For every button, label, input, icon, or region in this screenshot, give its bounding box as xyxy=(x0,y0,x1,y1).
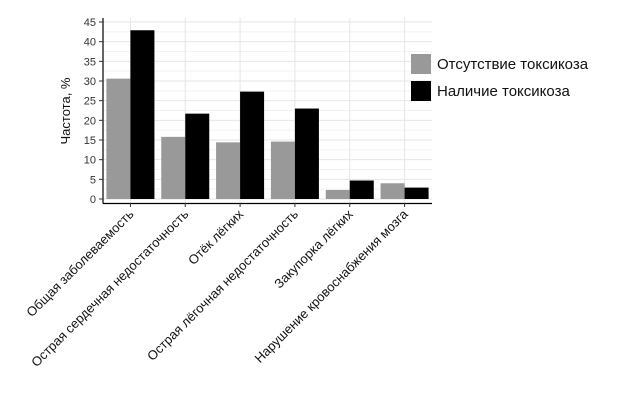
x-tick-label: Общая заболеваемость xyxy=(23,206,136,319)
axes xyxy=(99,18,432,207)
bar xyxy=(270,141,295,199)
y-tick-label: 20 xyxy=(84,115,96,127)
y-tick-label: 25 xyxy=(84,96,96,108)
bar xyxy=(325,189,350,199)
y-tick-label: 45 xyxy=(84,17,96,29)
bar xyxy=(294,108,319,199)
y-tick-labels: 0 5 10 15 20 25 30 35 40 45 xyxy=(84,17,96,206)
legend: Отсутствие токсикоза Наличие токсикоза xyxy=(411,54,589,101)
y-tick-label: 35 xyxy=(84,56,96,68)
bars xyxy=(106,30,429,200)
y-tick-label: 40 xyxy=(84,37,96,49)
bar xyxy=(130,30,155,200)
y-tick-label: 10 xyxy=(84,155,96,167)
bar xyxy=(185,113,210,199)
legend-label: Наличие токсикоза xyxy=(437,83,570,100)
legend-swatch xyxy=(411,54,431,74)
bar xyxy=(106,78,131,199)
legend-label: Отсутствие токсикоза xyxy=(437,56,589,73)
y-tick-label: 0 xyxy=(90,194,96,206)
bar xyxy=(404,187,429,199)
bar xyxy=(380,183,405,199)
bar xyxy=(161,136,186,199)
y-tick-label: 30 xyxy=(84,76,96,88)
y-tick-label: 5 xyxy=(90,174,96,186)
legend-swatch xyxy=(411,81,431,101)
y-axis-label: Частота, % xyxy=(58,77,73,144)
y-tick-label: 15 xyxy=(84,135,96,147)
bar xyxy=(216,142,241,199)
bar xyxy=(240,91,265,199)
bar xyxy=(349,180,374,199)
